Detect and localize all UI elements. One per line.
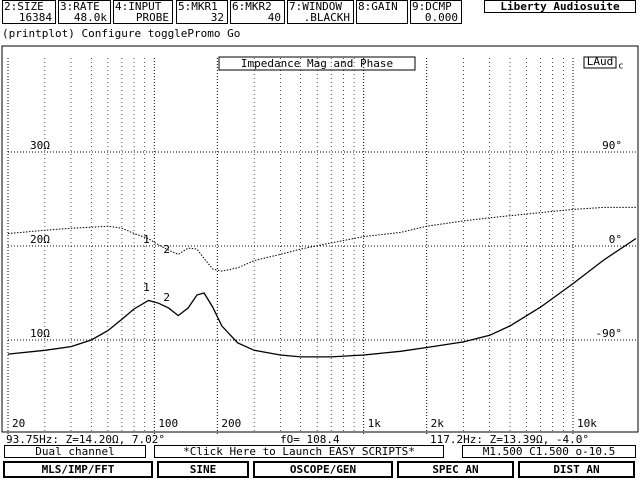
chart: Impedance Mag and Phase LAud c 20 100 200 1… <box>1 45 639 434</box>
cell-value: 40 <box>267 11 281 24</box>
badge-sub: c <box>618 62 623 72</box>
app-title: Liberty Audiosuite <box>484 0 636 13</box>
toolbar-cell[interactable]: 7:WINDOW .BLACKH <box>287 0 354 24</box>
chart-title: Impedance Mag and Phase <box>241 57 393 70</box>
badge-box <box>583 56 617 69</box>
badge: LAud <box>587 55 614 68</box>
cell-label: 6:MKR2 <box>232 0 272 13</box>
y2-tick-label: -90° <box>596 327 623 340</box>
info-params: M1.500 C1.500 o-10.5 <box>462 445 636 458</box>
toolbar-cell[interactable]: 5:MKR1 32 <box>176 0 228 24</box>
toolbar-cell[interactable]: 9:DCMP 0.000 <box>410 0 462 24</box>
toolbar-cell[interactable]: 3:RATE 48.0k <box>58 0 111 24</box>
cell-value: .BLACKH <box>303 11 350 24</box>
info-mode: Dual channel <box>4 445 146 458</box>
status-f0: fO= 108.4 <box>280 433 340 446</box>
command-line[interactable]: (printplot) Configure togglePromo Go <box>2 27 241 40</box>
y-tick-label: 20Ω <box>30 233 50 246</box>
marker-label: 1 <box>143 281 150 294</box>
cell-label: 3:RATE <box>60 0 100 13</box>
menu-button[interactable]: SINE <box>157 461 249 478</box>
toolbar-cell[interactable]: 4:INPUT PROBE <box>113 0 173 24</box>
menu-button[interactable]: MLS/IMP/FFT <box>3 461 153 478</box>
cell-label: 2:SIZE <box>4 0 44 13</box>
x-tick-label: 20 <box>12 417 25 430</box>
y-tick-label: 30Ω <box>30 139 50 152</box>
cell-label: 4:INPUT <box>115 0 162 13</box>
cell-label: 8:GAIN <box>358 0 398 13</box>
menu-button[interactable]: OSCOPE/GEN <box>253 461 393 478</box>
cell-value: 48.0k <box>73 11 107 24</box>
x-tick-label: 10k <box>577 417 597 430</box>
cell-value: 0.000 <box>424 11 458 24</box>
info-scripts[interactable]: *Click Here to Launch EASY SCRIPTS* <box>154 445 444 458</box>
y2-tick-label: 90° <box>602 139 622 152</box>
status-marker2: 117.2Hz: Z=13.39Ω, -4.0° <box>430 433 589 446</box>
x-tick-label: 100 <box>158 417 178 430</box>
cell-label: 7:WINDOW <box>289 0 342 13</box>
series-line <box>7 206 636 272</box>
cell-value: 16384 <box>18 11 52 24</box>
toolbar-cell[interactable]: 8:GAIN <box>356 0 408 24</box>
plot-frame <box>1 45 639 433</box>
cell-value: 32 <box>210 11 224 24</box>
series-line <box>7 237 637 358</box>
cell-value: PROBE <box>135 11 169 24</box>
y-tick-label: 10Ω <box>30 327 50 340</box>
marker-label: 2 <box>163 291 170 304</box>
marker-label: 1 <box>143 233 150 246</box>
y2-tick-label: 0° <box>609 233 622 246</box>
x-tick-label: 1k <box>368 417 382 430</box>
toolbar-cell[interactable]: 2:SIZE 16384 <box>2 0 56 24</box>
toolbar-cell[interactable]: 6:MKR2 40 <box>230 0 285 24</box>
cell-label: 9:DCMP <box>412 0 452 13</box>
menu-button[interactable]: DIST AN <box>518 461 635 478</box>
cell-label: 5:MKR1 <box>178 0 218 13</box>
menu-button[interactable]: SPEC AN <box>397 461 514 478</box>
status-marker1: 93.75Hz: Z=14.20Ω, 7.02° <box>6 433 165 446</box>
marker-label: 2 <box>163 243 170 256</box>
x-tick-label: 2k <box>431 417 445 430</box>
x-tick-label: 200 <box>221 417 241 430</box>
